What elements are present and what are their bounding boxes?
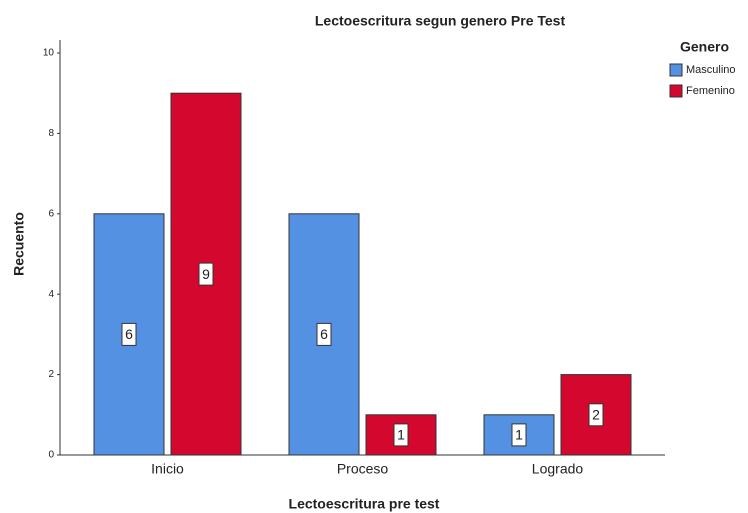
- x-axis-label: Lectoescritura pre test: [289, 496, 440, 512]
- legend-title: Genero: [680, 39, 729, 55]
- y-tick-label: 4: [48, 289, 54, 300]
- y-tick-label: 10: [43, 48, 55, 59]
- y-axis-label: Recuento: [11, 212, 27, 276]
- legend-swatch: [669, 63, 683, 77]
- value-label-box: [588, 403, 604, 427]
- y-tick-label: 8: [48, 128, 54, 139]
- value-label-box: [198, 262, 214, 286]
- chart-title: Lectoescritura segun genero Pre Test: [315, 13, 566, 29]
- value-label: 1: [515, 427, 523, 443]
- value-label: 9: [202, 266, 210, 282]
- value-label-box: [511, 423, 527, 447]
- x-tick-label: Logrado: [532, 461, 584, 477]
- legend-swatch: [669, 84, 683, 98]
- value-label: 2: [592, 407, 600, 423]
- value-label: 6: [320, 326, 328, 342]
- y-tick-label: 6: [48, 208, 54, 219]
- x-tick-label: Proceso: [337, 461, 389, 477]
- value-label: 1: [397, 427, 405, 443]
- x-tick-label: Inicio: [151, 461, 184, 477]
- value-label: 6: [125, 326, 133, 342]
- y-tick-label: 2: [48, 369, 54, 380]
- y-tick-label: 0: [48, 450, 54, 461]
- value-label-box: [121, 322, 137, 346]
- value-label-box: [316, 322, 332, 346]
- value-label-box: [393, 423, 409, 447]
- legend-label: Femenino: [686, 85, 735, 97]
- legend-label: Masculino: [686, 64, 736, 76]
